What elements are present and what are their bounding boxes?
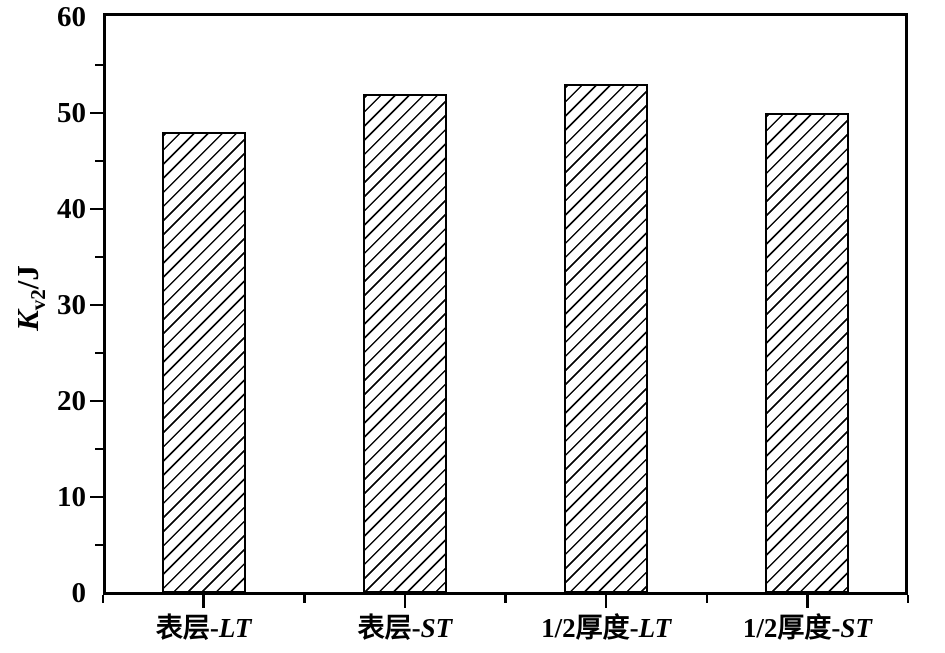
y-minor-tick <box>95 543 103 547</box>
y-tick-label: 50 <box>57 97 86 129</box>
y-axis-subscript: v2 <box>26 289 50 311</box>
x-category-prefix: 表层- <box>155 613 219 643</box>
x-category-prefix: 表层- <box>357 613 421 643</box>
x-major-tick <box>604 595 608 608</box>
y-tick-label: 60 <box>57 1 86 33</box>
y-minor-tick <box>95 255 103 259</box>
bar-4 <box>765 113 850 593</box>
y-major-tick <box>90 303 103 307</box>
y-axis-title: Kv2/J <box>2 148 54 448</box>
y-minor-tick <box>95 351 103 355</box>
x-major-tick <box>202 595 205 608</box>
y-tick-label: 30 <box>57 289 86 321</box>
x-category-label: 表层-LT <box>54 608 354 648</box>
y-axis-symbol: K <box>10 310 45 331</box>
x-category-label: 表层-ST <box>255 608 555 648</box>
bar-3 <box>564 84 649 593</box>
x-minor-tick <box>303 595 306 603</box>
bar-1 <box>161 132 246 593</box>
x-minor-tick <box>906 595 910 603</box>
x-minor-tick <box>101 595 105 603</box>
x-minor-tick <box>504 595 507 603</box>
x-category-label: 1/2厚度-LT <box>456 608 756 648</box>
bar-2 <box>362 93 447 593</box>
y-minor-tick <box>95 159 103 163</box>
x-category-label: 1/2厚度-ST <box>657 608 945 648</box>
y-major-tick <box>90 207 103 211</box>
x-category-suffix: LT <box>218 613 252 643</box>
x-category-prefix: 1/2厚度- <box>742 613 841 643</box>
x-category-suffix: ST <box>420 613 453 643</box>
y-minor-tick <box>95 63 103 67</box>
y-major-tick <box>90 111 103 115</box>
x-category-suffix: ST <box>840 613 872 643</box>
x-major-tick <box>403 595 407 608</box>
x-major-tick <box>806 595 809 608</box>
y-tick-label: 0 <box>71 577 87 609</box>
y-tick-label: 40 <box>57 193 86 225</box>
y-tick-label: 20 <box>57 385 86 417</box>
x-minor-tick <box>705 595 708 603</box>
y-major-tick <box>90 399 103 403</box>
y-tick-label: 10 <box>57 481 86 513</box>
y-minor-tick <box>95 447 103 451</box>
x-category-suffix: LT <box>638 613 672 643</box>
y-major-tick <box>90 495 103 499</box>
x-category-prefix: 1/2厚度- <box>541 613 639 643</box>
y-axis-unit: /J <box>10 265 45 290</box>
